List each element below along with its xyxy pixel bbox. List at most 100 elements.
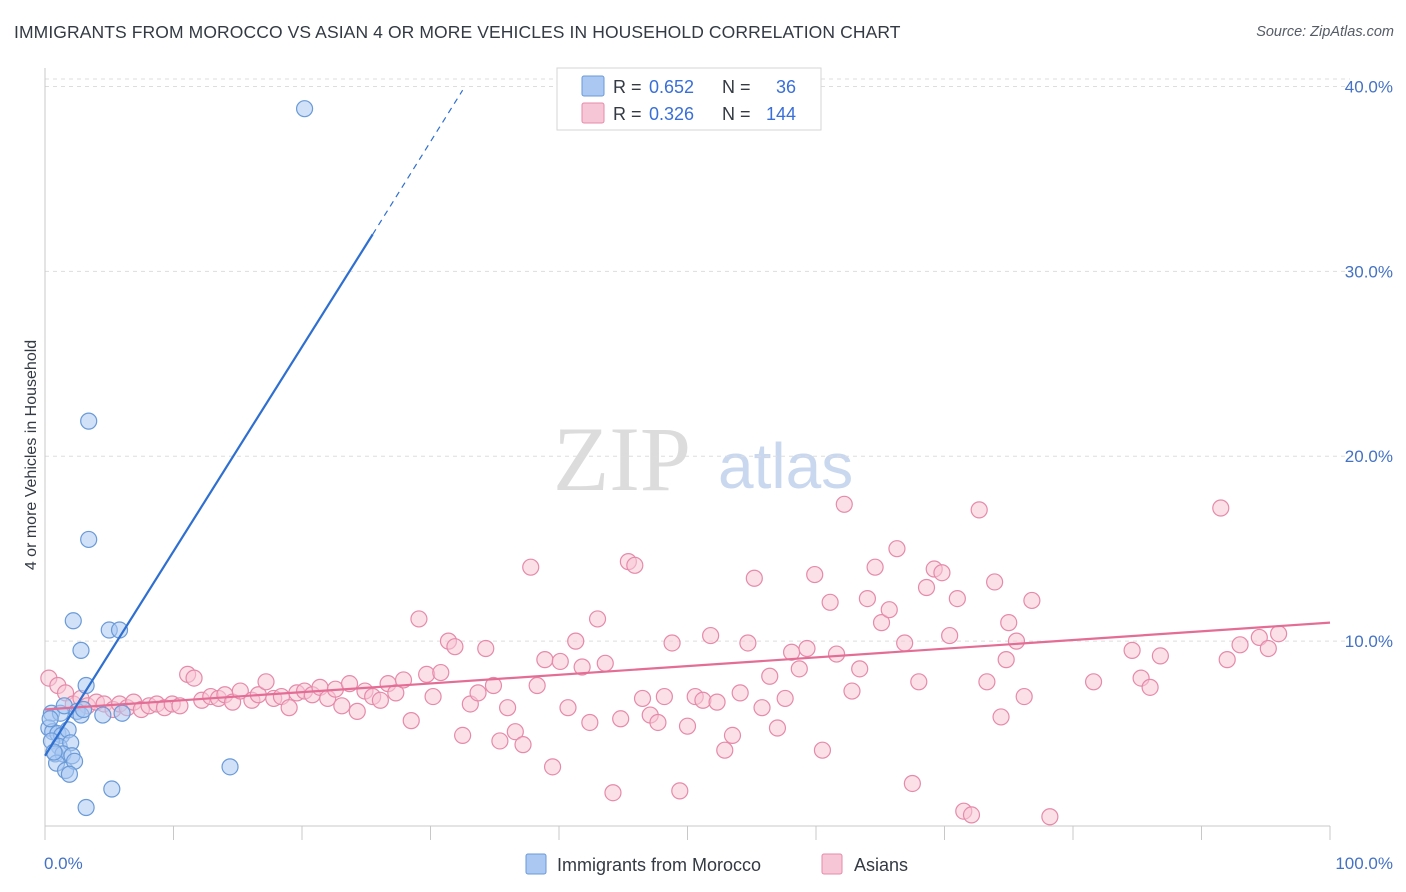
asians-point-31 [280,699,298,717]
asians-point-94 [753,699,771,717]
watermark: ZIP atlas [553,408,853,510]
bottom-legend-label-asians: Asians [854,855,908,875]
asians-point-131 [1041,808,1059,826]
asians-point-93 [745,569,763,587]
morocco-point-3 [64,612,82,630]
asians-point-133 [1084,673,1103,691]
legend-r-value-asians: 0.326 [649,104,694,124]
asians-point-90 [723,726,742,745]
asians-point-91 [731,684,749,702]
morocco-point-12 [94,706,112,724]
asians-point-112 [888,540,906,558]
asians-point-83 [671,782,689,800]
asians-point-81 [655,687,673,706]
asians-point-106 [843,682,861,700]
asians-point-49 [418,665,436,684]
asians-point-126 [992,708,1010,726]
asians-point-92 [739,634,757,652]
trendlines [44,89,1331,757]
asians-point-134 [1123,641,1141,659]
asians-point-95 [761,667,779,685]
asians-point-97 [776,689,794,708]
asians-point-108 [858,589,877,608]
chart-title: IMMIGRANTS FROM MOROCCO VS ASIAN 4 OR MO… [14,22,901,42]
asians-point-59 [491,732,509,750]
asians-point-74 [604,784,622,802]
asians-point-122 [962,806,981,824]
asians-point-40 [348,702,366,720]
trendline-morocco-extension [372,89,464,235]
asians-point-109 [866,558,884,576]
asians-point-129 [1015,687,1033,706]
asians-point-143 [1269,625,1288,643]
asians-point-88 [708,693,726,711]
y-tick-label-40: 40.0% [1345,77,1393,96]
asians-point-54 [454,726,472,745]
asians-point-60 [499,699,517,717]
morocco-point-0 [295,100,314,118]
y-tick-label-10: 10.0% [1345,632,1393,651]
asians-point-56 [469,684,487,702]
asians-point-48 [410,610,428,628]
asians-point-51 [432,663,450,682]
asians-point-113 [896,634,914,652]
asians-point-73 [596,654,614,672]
trendline-morocco [44,233,374,757]
morocco-point-29 [41,710,59,728]
morocco-point-33 [103,780,121,798]
asians-point-102 [813,741,832,759]
asians-point-120 [948,589,966,608]
morocco-point-1 [80,412,98,430]
asians-point-69 [567,632,585,650]
y-tick-label-20: 20.0% [1345,447,1393,466]
asians-point-89 [716,741,734,759]
asians-point-87 [702,626,720,645]
y-axis-title: 4 or more Vehicles in Household [23,340,40,570]
trendline-asians [44,621,1331,711]
gridlines [45,78,1350,642]
legend-box: R = 0.652 N = 36 R = 0.326 N = 144 [556,67,822,131]
asians-point-71 [581,713,599,732]
asians-point-137 [1151,647,1169,665]
bottom-legend: Immigrants from Morocco Asians [525,853,908,875]
morocco-point-7 [77,676,95,695]
asians-point-77 [626,556,644,574]
asians-point-100 [798,639,816,658]
source-note: Source: ZipAtlas.com [1256,24,1394,40]
asians-point-110 [872,614,891,632]
watermark-atlas: atlas [718,430,853,502]
legend-swatch-asians [581,102,605,124]
asians-point-72 [588,610,607,628]
asians-point-75 [612,710,630,728]
y-tick-labels: 10.0% 20.0% 30.0% 40.0% [1345,77,1393,651]
asians-point-82 [663,634,681,652]
asians-point-125 [986,573,1004,591]
asians-point-141 [1250,628,1268,647]
asians-point-78 [633,689,652,708]
asians-point-96 [768,719,787,737]
asians-point-103 [821,593,839,611]
asians-point-84 [678,717,697,735]
morocco-point-31 [74,700,93,719]
bottom-legend-label-morocco: Immigrants from Morocco [557,855,761,875]
asians-point-138 [1212,499,1230,517]
asians-point-62 [514,736,532,754]
asians-point-139 [1218,651,1236,669]
asians-point-105 [835,495,853,513]
asians-point-119 [941,626,959,645]
morocco-point-32 [221,758,239,776]
legend-n-label-morocco: N = [722,77,751,97]
asians-point-50 [424,687,442,706]
asians-point-111 [880,601,898,619]
y-tick-label-30: 30.0% [1345,262,1393,281]
legend-n-label-asians: N = [722,104,751,124]
asians-point-123 [970,501,988,519]
legend-n-value-morocco: 36 [776,77,796,97]
asians-point-124 [978,673,996,691]
asians-point-19 [185,669,203,687]
bottom-legend-swatch-morocco [525,853,547,875]
asians-point-47 [402,712,420,730]
asians-point-43 [371,691,389,709]
asians-point-67 [551,652,569,671]
